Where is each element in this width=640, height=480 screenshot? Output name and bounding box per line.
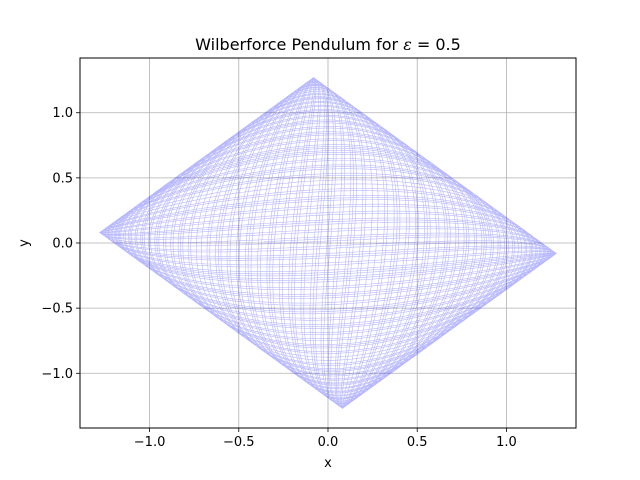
y-tick-label: 0.0 (52, 237, 73, 252)
y-axis-label: y (17, 239, 32, 247)
x-tick-label: −1.0 (134, 435, 166, 450)
y-axis-ticks: −1.0 −0.5 0.0 0.5 1.0 (41, 106, 80, 382)
chart-title: Wilberforce Pendulum for ε = 0.5 (195, 35, 461, 54)
y-tick-label: −1.0 (41, 367, 73, 382)
x-tick-label: 0.0 (318, 435, 339, 450)
x-tick-label: 0.5 (407, 435, 428, 450)
x-tick-label: −0.5 (223, 435, 255, 450)
y-tick-label: 0.5 (52, 171, 73, 186)
trajectory-line (98, 77, 558, 410)
x-axis-label: x (324, 456, 332, 471)
y-tick-label: 1.0 (52, 106, 73, 121)
x-tick-label: 1.0 (496, 435, 517, 450)
x-axis-ticks: −1.0 −0.5 0.0 0.5 1.0 (134, 428, 517, 450)
y-tick-label: −0.5 (41, 302, 73, 317)
grid (80, 58, 576, 428)
